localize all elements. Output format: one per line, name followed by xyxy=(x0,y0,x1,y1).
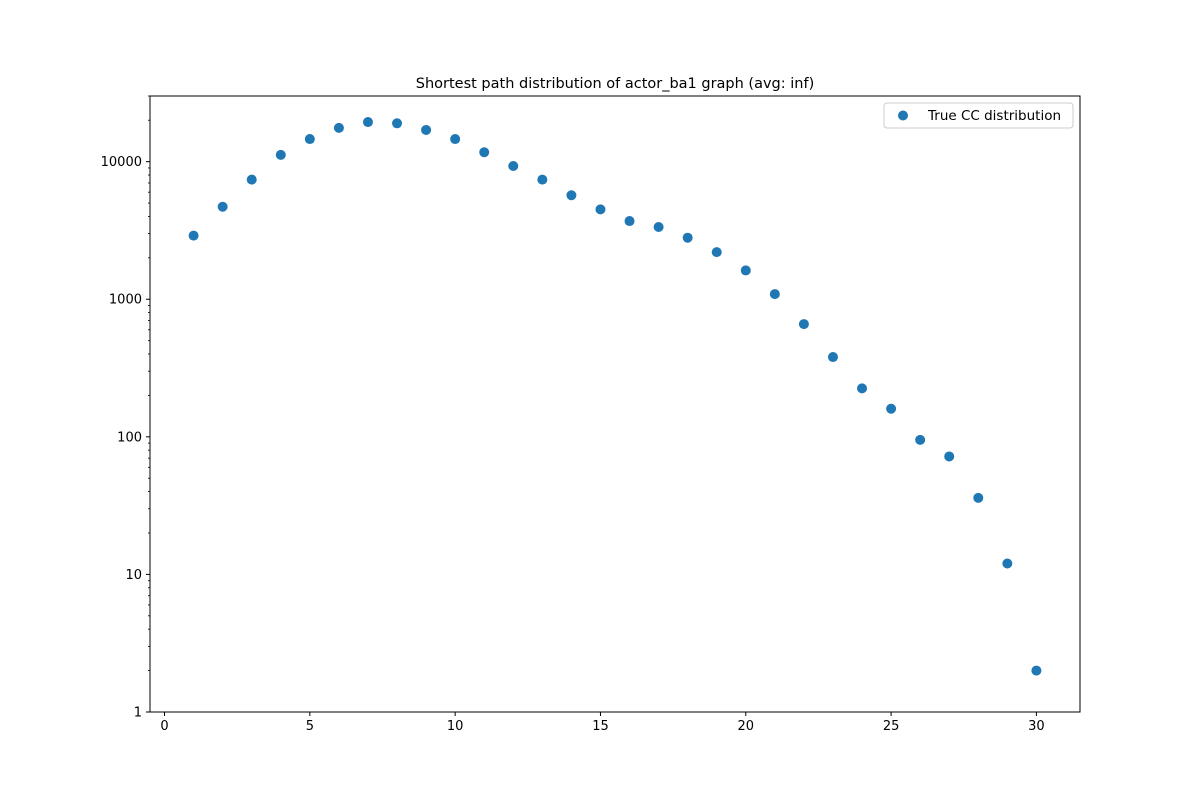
data-point xyxy=(769,289,780,300)
data-point xyxy=(566,190,577,201)
y-tick-label: 1 xyxy=(134,706,142,721)
data-point xyxy=(827,352,838,363)
x-tick-label: 5 xyxy=(306,719,314,734)
y-tick-label: 1000 xyxy=(109,293,142,308)
data-point xyxy=(886,403,897,414)
data-point xyxy=(973,492,984,503)
data-point xyxy=(275,149,286,160)
chart-title: Shortest path distribution of actor_ba1 … xyxy=(416,76,815,92)
data-point xyxy=(333,122,344,133)
data-point xyxy=(711,247,722,258)
plot-area xyxy=(149,95,1081,713)
x-tick-label: 10 xyxy=(447,719,464,734)
x-tick-label: 25 xyxy=(883,719,900,734)
data-point xyxy=(682,232,693,243)
data-point xyxy=(1031,665,1042,676)
data-point xyxy=(798,319,809,330)
x-tick-label: 30 xyxy=(1028,719,1045,734)
data-point xyxy=(362,117,373,128)
y-tick-label: 10000 xyxy=(101,155,142,170)
data-points xyxy=(188,117,1042,676)
data-point xyxy=(653,221,664,232)
data-point xyxy=(246,174,257,185)
data-point xyxy=(421,124,432,135)
y-tick-label: 10 xyxy=(125,568,142,583)
data-point xyxy=(595,204,606,215)
data-point xyxy=(857,383,868,394)
data-point xyxy=(624,216,635,227)
data-point xyxy=(450,134,461,145)
x-tick-label: 20 xyxy=(738,719,755,734)
data-point xyxy=(304,134,315,145)
y-tick-label: 100 xyxy=(117,430,142,445)
data-point xyxy=(537,174,548,185)
legend-marker xyxy=(898,110,908,121)
legend-box xyxy=(883,102,1074,129)
data-point xyxy=(740,265,751,276)
x-tick-label: 0 xyxy=(160,719,168,734)
data-point xyxy=(392,118,403,129)
x-tick-label: 15 xyxy=(592,719,609,734)
legend-label: True CC distribution xyxy=(927,108,1061,124)
legend: True CC distribution xyxy=(883,102,1074,129)
data-point xyxy=(1002,558,1013,569)
data-point xyxy=(217,201,228,212)
data-point xyxy=(479,147,490,158)
x-axis: 0 5 10 15 20 25 30 xyxy=(160,712,1045,734)
data-point xyxy=(915,434,926,445)
data-point xyxy=(508,160,519,171)
data-point xyxy=(188,230,199,241)
y-axis: 1 10 100 1000 10000 xyxy=(101,95,150,721)
data-point xyxy=(944,451,955,462)
